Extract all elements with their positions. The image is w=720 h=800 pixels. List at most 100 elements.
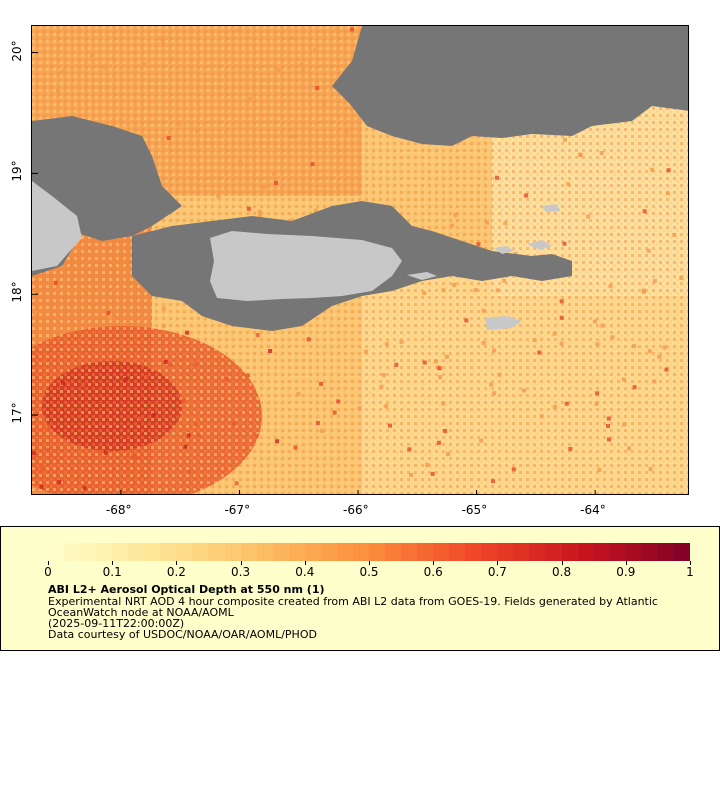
colorbar-tick-mark [240, 561, 242, 565]
aod-pixel [666, 168, 671, 173]
aod-pixel [650, 167, 655, 172]
colorbar-cell [561, 543, 578, 561]
colorbar-tick-mark [112, 561, 114, 565]
aod-pixel [176, 122, 181, 127]
aod-pixel [290, 218, 294, 223]
aod-pixel [441, 288, 446, 293]
aod-pixel [479, 438, 484, 443]
aod-pixel [258, 214, 263, 218]
aod-pixel [103, 450, 108, 455]
colorbar-cell [433, 543, 450, 561]
aod-pixel [350, 27, 354, 32]
aod-pixel [444, 354, 449, 359]
aod-pixel [216, 194, 221, 199]
aod-pixel [357, 406, 362, 411]
aod-pixel [137, 416, 142, 421]
aod-pixel [559, 315, 564, 320]
aod-pixel [384, 342, 389, 347]
colorbar-cell [417, 543, 434, 561]
colorbar-cell [192, 543, 209, 561]
aod-pixel [336, 399, 341, 404]
colorbar-cell [128, 543, 145, 561]
aod-pixel [642, 209, 647, 214]
colorbar-cell [577, 543, 594, 561]
lat-label: 20° [10, 39, 24, 62]
aod-pixel [111, 123, 116, 128]
aod-pixel [672, 232, 677, 237]
aod-pixel [60, 380, 65, 385]
aod-pixel [449, 223, 454, 228]
colorbar-tick-mark [433, 561, 435, 565]
aod-pixel [169, 56, 174, 61]
aod-pixel [161, 306, 166, 311]
colorbar-tick-label: 0.3 [231, 565, 251, 579]
aod-pixel [665, 191, 670, 196]
aod-pixel [646, 248, 651, 253]
aod-pixel [274, 180, 278, 185]
aod-pixel [238, 160, 243, 164]
aod-pixel [133, 455, 138, 460]
aod-pixel [315, 86, 320, 90]
aod-pixel [159, 36, 164, 41]
colorbar-cell [529, 543, 546, 561]
aod-pixel [562, 241, 567, 246]
colorbar-tick-mark [304, 561, 306, 565]
aod-pixel [438, 375, 442, 380]
aod-pixel [111, 119, 115, 124]
no-data-northwest [32, 116, 182, 241]
aod-pixel [537, 350, 542, 355]
aod-pixel [193, 422, 198, 427]
aod-pixel [524, 193, 529, 198]
aod-pixel [33, 311, 37, 315]
lon-label: -66° [343, 503, 369, 517]
aod-pixel [433, 359, 438, 364]
aod-pixel [473, 288, 478, 292]
aod-pixel [163, 360, 168, 364]
lon-label: -64° [580, 503, 606, 517]
aod-pixel [452, 282, 457, 287]
aod-pixel [257, 210, 262, 214]
legend-panel: 0 0.1 0.2 0.3 0.4 0.5 0.6 0.7 0.8 0.9 1 ABI L2+ Ae… [0, 526, 720, 651]
virgin-islands-west [494, 246, 514, 254]
vieques [407, 272, 437, 280]
aod-pixel [606, 416, 611, 421]
colorbar-cell [497, 543, 514, 561]
aod-pixel [224, 377, 229, 382]
aod-pixel [425, 462, 430, 467]
aod-pixel [379, 384, 384, 389]
aod-pixel [118, 119, 123, 124]
colorbar-cell [449, 543, 466, 561]
colorbar-tick-label: 1 [686, 565, 694, 579]
aod-pixel [481, 308, 486, 313]
aod-pixel [168, 363, 173, 367]
aod-map-svg [32, 26, 688, 494]
colorbar-cell [208, 543, 225, 561]
legend-title: ABI L2+ Aerosol Optical Depth at 550 nm … [48, 583, 325, 596]
aod-pixel [268, 349, 273, 353]
aod-pixel [310, 162, 315, 167]
aod-pixel [319, 381, 324, 386]
aod-pixel [181, 399, 186, 404]
aod-pixel [597, 467, 602, 472]
aod-pixel [236, 27, 241, 32]
colorbar-cell [144, 543, 161, 561]
aod-pixel [497, 372, 502, 377]
aod-pixel [46, 424, 51, 429]
aod-pixel [82, 486, 87, 491]
colorbar-cell [224, 543, 241, 561]
aod-pixel [489, 382, 494, 387]
aod-pixel [492, 391, 497, 396]
colorbar-tick-mark [176, 561, 178, 565]
colorbar-cell [352, 543, 369, 561]
aod-pixel [492, 348, 497, 353]
aod-pixel [322, 102, 327, 107]
colorbar-tick-label: 0.5 [359, 565, 379, 579]
aod-pixel [632, 344, 637, 349]
aod-pixel [491, 479, 496, 484]
aod-pixel [99, 449, 104, 453]
colorbar-cell [545, 543, 562, 561]
aod-pixel [443, 429, 448, 433]
aod-pixel [522, 388, 527, 393]
aod-pixel [464, 318, 469, 323]
aod-pixel [552, 405, 557, 409]
